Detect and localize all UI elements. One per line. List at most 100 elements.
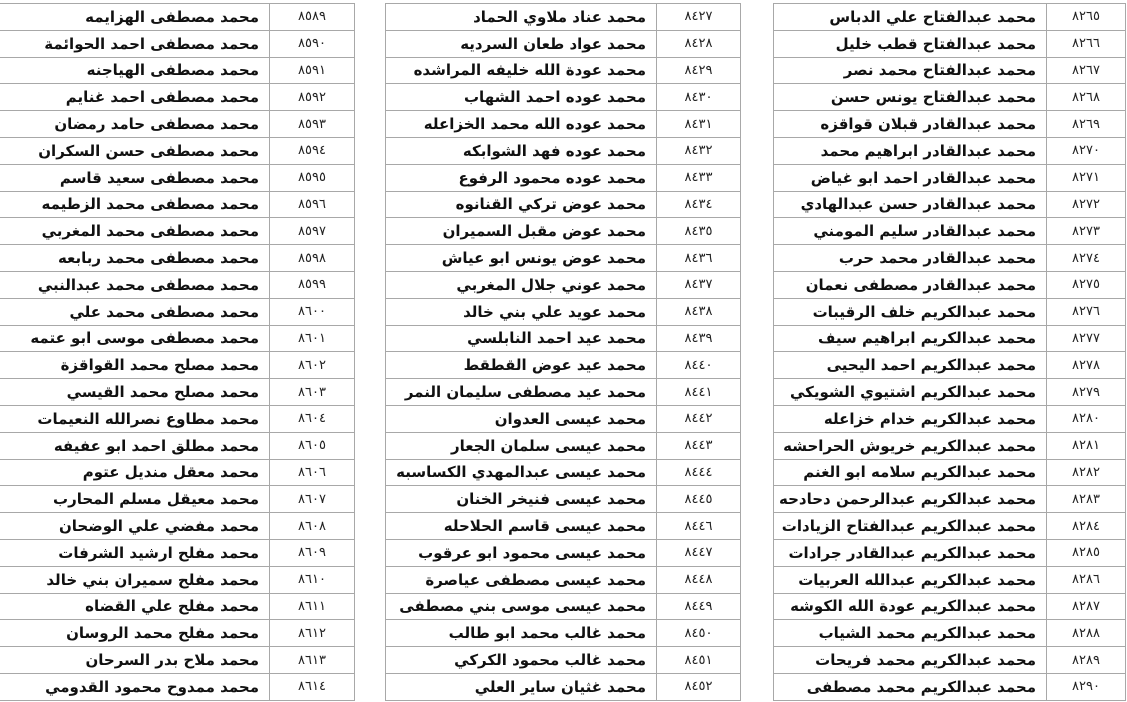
serial-number: ٨٢٦٦ (1046, 29, 1126, 58)
serial-number: ٨٤٣٧ (656, 270, 741, 299)
table-row: ٨٤٣١ محمد عوده الله محمد الخزاعله (385, 110, 741, 138)
serial-number: ٨٤٣٠ (656, 83, 741, 112)
table-row: ٨٦٠٥ محمد مطلق احمد ابو عفيفه (0, 431, 355, 460)
table-row: ٨٤٥١ محمد غالب محمود الكركي (385, 646, 741, 674)
table-row: ٨٢٨٣ محمد عبدالكريم عبدالرحمن دحادحه (773, 485, 1126, 514)
person-name: محمد عيسى سلمان الجعار (385, 431, 657, 460)
person-name: محمد عوض مقبل السميران (385, 217, 657, 246)
table-row: ٨٢٨٤ محمد عبدالكريم عبدالفتاح الزيادات (773, 512, 1126, 540)
person-name: محمد مصطفى احمد غنايم (0, 83, 270, 112)
person-name: محمد عيسى العدوان (385, 404, 657, 433)
table-row: ٨٤٤٨ محمد عيسى مصطفى عياصرة (385, 565, 741, 594)
person-name: محمد عبدالكريم خريوش الحراحشه (773, 431, 1047, 460)
person-name: محمد عيد احمد النابلسي (385, 324, 657, 353)
serial-number: ٨٤٣٨ (656, 297, 741, 326)
serial-number: ٨٤٤٣ (656, 431, 741, 460)
serial-number: ٨٤٣٦ (656, 244, 741, 272)
person-name: محمد عبدالقادر قبلان قواقزه (773, 110, 1047, 138)
person-name: محمد عبدالقادر مصطفى نعمان (773, 270, 1047, 299)
names-table-middle: ٨٤٢٧ محمد عناد ملاوي الحماد ٨٤٢٨ محمد عواد … (385, 3, 741, 701)
table-row: ٨٤٣٨ محمد عويد علي بني خالد (385, 297, 741, 326)
person-name: محمد عويد علي بني خالد (385, 297, 657, 326)
table-row: ٨٦١٠ محمد مفلح سميران بني خالد (0, 565, 355, 594)
serial-number: ٨٥٩٦ (269, 190, 355, 219)
person-name: محمد عيسى محمود ابو عرقوب (385, 538, 657, 567)
table-row: ٨٢٨٧ محمد عبدالكريم عودة الله الكوشه (773, 592, 1126, 621)
serial-number: ٨٤٣٢ (656, 136, 741, 165)
table-row: ٨٢٧٢ محمد عبدالقادر حسن عبدالهادي (773, 190, 1126, 219)
serial-number: ٨٥٨٩ (269, 3, 355, 31)
person-name: محمد معيقل مسلم المحارب (0, 485, 270, 514)
person-name: محمد مفلح محمد الروسان (0, 619, 270, 648)
serial-number: ٨٤٤٩ (656, 592, 741, 621)
table-row: ٨٤٢٧ محمد عناد ملاوي الحماد (385, 3, 741, 31)
table-row: ٨٢٦٥ محمد عبدالفتاح علي الدباس (773, 3, 1126, 31)
table-row: ٨٤٤٩ محمد عيسى موسى بني مصطفى (385, 592, 741, 621)
table-row: ٨٤٤١ محمد عيد مصطفى سليمان النمر (385, 378, 741, 406)
person-name: محمد عبدالقادر سليم المومني (773, 217, 1047, 246)
person-name: محمد عبدالكريم ابراهيم سيف (773, 324, 1047, 353)
serial-number: ٨٤٤٧ (656, 538, 741, 567)
person-name: محمد عبدالقادر احمد ابو غياض (773, 163, 1047, 192)
person-name: محمد مصطفى حامد رمضان (0, 110, 270, 138)
table-row: ٨٢٦٨ محمد عبدالفتاح يونس حسن (773, 83, 1126, 112)
person-name: محمد عوني جلال المغربي (385, 270, 657, 299)
table-row: ٨٤٣٩ محمد عيد احمد النابلسي (385, 324, 741, 353)
person-name: محمد عيد مصطفى سليمان النمر (385, 378, 657, 406)
serial-number: ٨٤٢٩ (656, 56, 741, 85)
table-row: ٨٥٩١ محمد مصطفى الهياجنه (0, 56, 355, 85)
table-row: ٨٢٦٧ محمد عبدالفتاح محمد نصر (773, 56, 1126, 85)
person-name: محمد عبدالكريم عودة الله الكوشه (773, 592, 1047, 621)
person-name: محمد مفضي علي الوضحان (0, 512, 270, 540)
table-row: ٨٢٨٥ محمد عبدالكريم عبدالقادر جرادات (773, 538, 1126, 567)
serial-number: ٨٢٨١ (1046, 431, 1126, 460)
serial-number: ٨٥٩٧ (269, 217, 355, 246)
serial-number: ٨٦١٢ (269, 619, 355, 648)
serial-number: ٨٢٦٥ (1046, 3, 1126, 31)
person-name: محمد عبدالكريم عبدالرحمن دحادحه (773, 485, 1047, 514)
serial-number: ٨٦١٤ (269, 672, 355, 701)
serial-number: ٨٦٠٥ (269, 431, 355, 460)
person-name: محمد ممدوح محمود القدومي (0, 672, 270, 701)
person-name: محمد عبدالكريم سلامه ابو الغنم (773, 458, 1047, 487)
serial-number: ٨٤٥١ (656, 646, 741, 674)
serial-number: ٨٢٦٩ (1046, 110, 1126, 138)
table-row: ٨٢٧١ محمد عبدالقادر احمد ابو غياض (773, 163, 1126, 192)
serial-number: ٨٦٠٣ (269, 378, 355, 406)
table-row: ٨٢٧٧ محمد عبدالكريم ابراهيم سيف (773, 324, 1126, 353)
table-row: ٨٤٣٦ محمد عوض يونس ابو عياش (385, 244, 741, 272)
table-row: ٨٢٨١ محمد عبدالكريم خريوش الحراحشه (773, 431, 1126, 460)
serial-number: ٨٥٩٩ (269, 270, 355, 299)
serial-number: ٨٦٠١ (269, 324, 355, 353)
person-name: محمد عبدالكريم محمد فريحات (773, 646, 1047, 674)
serial-number: ٨٤٤٠ (656, 351, 741, 380)
serial-number: ٨٦٠٨ (269, 512, 355, 540)
table-row: ٨٢٦٦ محمد عبدالفتاح قطب خليل (773, 29, 1126, 58)
serial-number: ٨٢٧٥ (1046, 270, 1126, 299)
person-name: محمد عبدالكريم عبدالفتاح الزيادات (773, 512, 1047, 540)
serial-number: ٨٤٤٨ (656, 565, 741, 594)
table-row: ٨٥٨٩ محمد مصطفى الهزايمه (0, 3, 355, 31)
serial-number: ٨٢٨٤ (1046, 512, 1126, 540)
table-row: ٨٦٠٩ محمد مفلح ارشيد الشرفات (0, 538, 355, 567)
person-name: محمد ملاح بدر السرحان (0, 646, 270, 674)
serial-number: ٨٤٤٤ (656, 458, 741, 487)
person-name: محمد عبدالقادر ابراهيم محمد (773, 136, 1047, 165)
table-row: ٨٥٩٨ محمد مصطفى محمد ربابعه (0, 244, 355, 272)
person-name: محمد عوده محمود الرفوع (385, 163, 657, 192)
table-row: ٨٢٧٣ محمد عبدالقادر سليم المومني (773, 217, 1126, 246)
serial-number: ٨٤٤١ (656, 378, 741, 406)
person-name: محمد عوده احمد الشهاب (385, 83, 657, 112)
person-name: محمد مفلح سميران بني خالد (0, 565, 270, 594)
names-table-right: ٨٢٦٥ محمد عبدالفتاح علي الدباس ٨٢٦٦ محمد عب… (773, 3, 1126, 701)
serial-number: ٨٦٠٩ (269, 538, 355, 567)
person-name: محمد عبدالكريم محمد الشياب (773, 619, 1047, 648)
table-row: ٨٢٧٠ محمد عبدالقادر ابراهيم محمد (773, 136, 1126, 165)
serial-number: ٨٢٧٨ (1046, 351, 1126, 380)
serial-number: ٨٥٩٣ (269, 110, 355, 138)
person-name: محمد معقل منديل عتوم (0, 458, 270, 487)
person-name: محمد مصطفى محمد علي (0, 297, 270, 326)
serial-number: ٨٤٤٢ (656, 404, 741, 433)
table-row: ٨٥٩٦ محمد مصطفى محمد الزطيمه (0, 190, 355, 219)
table-row: ٨٥٩٧ محمد مصطفى محمد المغربي (0, 217, 355, 246)
